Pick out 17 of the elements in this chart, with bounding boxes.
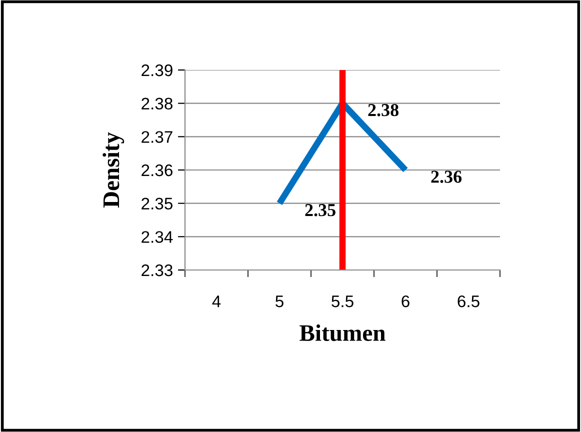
y-tick-label: 2.39 (142, 64, 172, 76)
x-tick-label: 5.5 (332, 296, 354, 308)
y-tick-label: 2.33 (142, 264, 172, 276)
x-axis-title: Bitumen (300, 324, 386, 342)
y-tick-label: 2.37 (142, 131, 172, 143)
data-label: 2.36 (431, 170, 462, 183)
y-tick-label: 2.38 (142, 98, 172, 110)
y-tick-label: 2.34 (142, 231, 173, 243)
data-label: 2.38 (368, 104, 398, 116)
x-tick-label: 6 (402, 295, 410, 308)
y-axis-title: Density (102, 132, 124, 208)
x-tick-label: 6.5 (458, 295, 480, 308)
y-tick-label: 2.36 (142, 164, 172, 176)
x-tick-label: 4 (212, 296, 221, 308)
x-tick-label: 5 (276, 296, 284, 308)
data-label: 2.35 (305, 204, 336, 216)
y-tick-label: 2.35 (142, 198, 172, 210)
